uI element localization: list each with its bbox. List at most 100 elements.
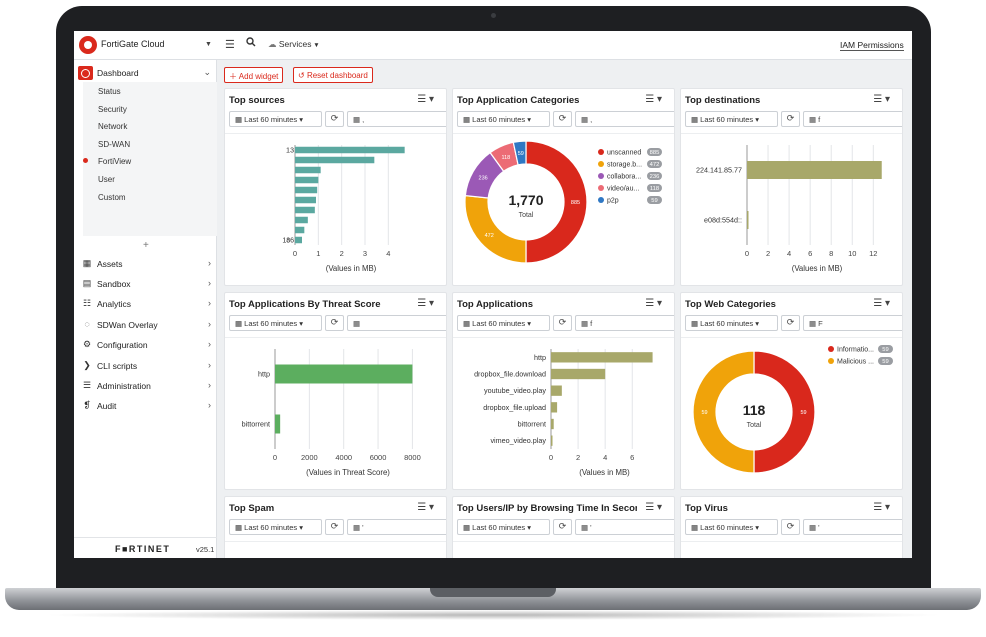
add-dashboard-button[interactable]: + [143,240,149,251]
widget-menu-icon[interactable]: ☰ ▾ [873,502,890,513]
time-range-dropdown[interactable]: ▦ Last 60 minutes ▾ [229,111,322,127]
refresh-button[interactable]: ⟳ [553,519,572,535]
refresh-button[interactable]: ⟳ [325,519,344,535]
time-range-dropdown[interactable]: ▦ Last 60 minutes ▾ [457,519,550,535]
time-range-dropdown[interactable]: ▦ Last 60 minutes ▾ [685,315,778,331]
legend-count-badge [647,196,662,204]
time-range-dropdown[interactable]: ▦ Last 60 minutes ▾ [685,111,778,127]
fortinet-logo: F■RTINET [115,544,171,554]
sidebar-subitem-custom[interactable]: Custom [98,193,126,202]
x-axis-label: (Values in MB) [579,468,630,477]
widget-divider [681,541,902,542]
filter-input[interactable]: ▦ ' [347,519,446,535]
y-tick-label: 1c [282,236,290,245]
widget-divider [453,541,674,542]
sidebar-subitem-user[interactable]: User [98,175,115,184]
chevron-right-icon: › [208,258,211,268]
add-widget-label: Add widget [238,72,279,81]
sidebar-item-configuration[interactable]: ⚙ Configuration › [74,337,217,353]
legend-label: unscanned [607,150,641,157]
refresh-button[interactable]: ⟳ [781,315,800,331]
widget-menu-icon[interactable]: ☰ ▾ [645,94,662,105]
filter-input[interactable]: ▦ [347,315,446,331]
refresh-button[interactable]: ⟳ [781,111,800,127]
time-range-dropdown[interactable]: ▦ Last 60 minutes ▾ [229,315,322,331]
x-tick-label: 8000 [404,453,421,462]
top-web-categories-chart: 59 59 118 Total Informatio... 59 Malicious ...… [692,345,893,474]
sidebar-item-sdwan-overlay[interactable]: ◌ SDWan Overlay › [74,317,217,333]
x-tick-label: 8 [829,249,833,258]
refresh-button[interactable]: ⟳ [325,111,344,127]
widget-menu-icon[interactable]: ☰ ▾ [873,298,890,309]
sidebar-subitem-status[interactable]: Status [98,87,121,96]
slice-value-label: 118 [501,155,510,161]
x-tick-label: 2 [576,453,580,462]
sidebar-subitem-network[interactable]: Network [98,122,128,131]
sidebar-subitem-sdwan[interactable]: SD-WAN [98,140,131,149]
legend-count-badge [878,357,893,365]
fortigate-logo-icon[interactable] [79,36,97,54]
calendar-icon: ▦ [235,523,245,532]
refresh-button[interactable]: ⟳ [553,315,572,331]
iam-permissions-link[interactable]: IAM Permissions [840,40,904,51]
donut-total-value: 118 [743,402,766,418]
y-tick-fragment: 36 [286,238,294,245]
search-icon[interactable] [246,37,256,50]
sidebar-item-assets[interactable]: ▦ Assets › [74,256,217,272]
refresh-button[interactable]: ⟳ [781,519,800,535]
sidebar-item-sandbox[interactable]: ▤ Sandbox › [74,276,217,292]
slice-value-label: 472 [485,233,494,239]
x-tick-label: 4000 [335,453,352,462]
add-widget-button[interactable]: ＋ Add widget [224,67,284,83]
sidebar-footer-divider [74,537,217,538]
bar [551,435,553,446]
sidebar-item-analytics[interactable]: ☷ Analytics › [74,296,217,312]
time-range-dropdown[interactable]: ▦ Last 60 minutes ▾ [229,519,322,535]
time-range-dropdown[interactable]: ▦ Last 60 minutes ▾ [457,111,550,127]
widget-menu-icon[interactable]: ☰ ▾ [417,94,434,105]
bar [295,206,315,214]
widget-menu-icon[interactable]: ☰ ▾ [645,298,662,309]
filter-input[interactable]: ▦ ' [803,519,902,535]
legend-count-badge [647,160,662,168]
widget-menu-icon[interactable]: ☰ ▾ [417,298,434,309]
chevron-right-icon: › [208,298,211,308]
sidebar-item-cli-scripts[interactable]: ❯ CLI scripts › [74,358,217,374]
reset-dashboard-button[interactable]: ↺ Reset dashboard [293,67,373,83]
pie-slice [753,350,816,474]
app-switch-chevron-down-icon[interactable]: ▼ [205,41,212,48]
refresh-button[interactable]: ⟳ [553,111,572,127]
app-title[interactable]: FortiGate Cloud [101,39,165,49]
calendar-icon: ▦ [691,115,701,124]
filter-input[interactable]: ▦ f [803,111,902,127]
x-tick-label: 0 [745,249,749,258]
services-menu[interactable]: ☁ Services ▼ [268,39,320,50]
overlay-icon: ◌ [84,319,90,329]
x-tick-label: 4 [603,453,607,462]
bar [295,156,375,164]
chevron-right-icon: › [208,380,211,390]
filter-input[interactable]: ▦ F [803,315,902,331]
sidebar-subitem-security[interactable]: Security [98,105,127,114]
pie-slice [512,140,527,166]
calendar-icon: ▦ [235,115,245,124]
filter-input[interactable]: ▦ , [347,111,446,127]
x-tick-label: 0 [293,249,297,258]
time-range-dropdown[interactable]: ▦ Last 60 minutes ▾ [457,315,550,331]
sidebar-item-audit[interactable]: ❡ Audit › [74,398,217,414]
filter-input[interactable]: ▦ , [575,111,674,127]
refresh-button[interactable]: ⟳ [325,315,344,331]
calendar-icon: ▦ [691,523,701,532]
sidebar-subitem-fortiview[interactable]: FortiView [98,157,132,166]
filter-input[interactable]: ▦ f [575,315,674,331]
widget-menu-icon[interactable]: ☰ ▾ [417,502,434,513]
widget-menu-icon[interactable]: ☰ ▾ [645,502,662,513]
time-range-dropdown[interactable]: ▦ Last 60 minutes ▾ [685,519,778,535]
widget-menu-icon[interactable]: ☰ ▾ [873,94,890,105]
hamburger-menu-icon[interactable]: ☰ [225,39,235,51]
widget-divider [453,133,674,134]
y-tick-label: e08d:554d:: [704,216,742,225]
sidebar-item-dashboard[interactable]: Dashboard ⌄ [74,64,217,81]
filter-input[interactable]: ▦ ' [575,519,674,535]
sidebar-item-administration[interactable]: ☰ Administration › [74,378,217,394]
